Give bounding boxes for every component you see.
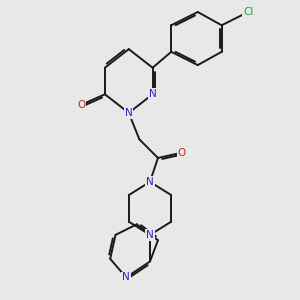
Text: N: N <box>146 177 154 187</box>
Text: Cl: Cl <box>243 7 254 17</box>
Text: N: N <box>146 230 154 240</box>
Text: O: O <box>178 148 186 158</box>
Text: N: N <box>125 108 133 118</box>
Text: O: O <box>77 100 85 110</box>
Text: N: N <box>149 89 157 99</box>
Text: N: N <box>122 272 130 282</box>
